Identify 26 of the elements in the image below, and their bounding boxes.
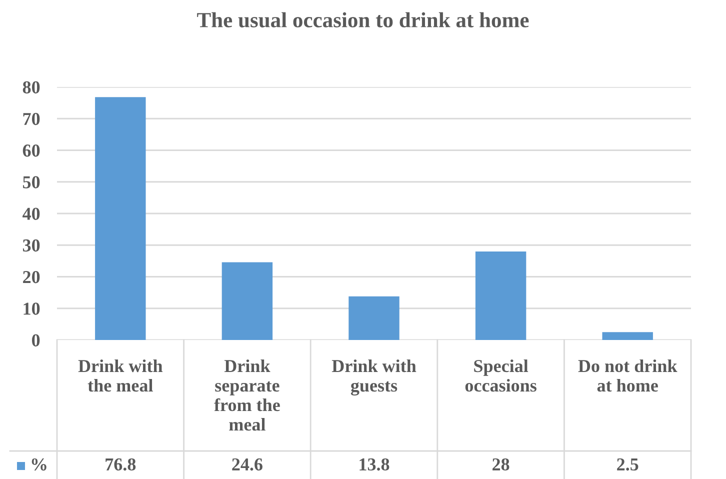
data-label: 2.5 — [617, 458, 638, 471]
y-tick-label: 30 — [22, 239, 40, 252]
x-tick-label: Drink separate from the meal — [214, 359, 280, 431]
data-label: 13.8 — [360, 458, 390, 471]
y-tick-label: 50 — [23, 176, 40, 188]
x-tick-label: Special occasions — [465, 359, 536, 392]
chart-title: The usual occasion to drink at home — [197, 12, 529, 28]
bar — [348, 296, 400, 340]
y-tick-label: 0 — [32, 334, 40, 346]
x-tick-label: Drink with the meal — [78, 359, 163, 392]
data-label: 76.8 — [106, 458, 136, 471]
data-label: 24.6 — [232, 458, 262, 471]
bar — [475, 251, 526, 340]
data-label: 28 — [492, 458, 510, 471]
bar — [95, 97, 146, 340]
y-tick-label: 70 — [23, 112, 40, 126]
bar — [222, 262, 273, 340]
y-tick-label: 10 — [24, 302, 40, 315]
bar — [602, 332, 653, 340]
x-tick-label: Drink with guests — [332, 359, 416, 396]
x-tick-label: Do not drink at home — [578, 359, 678, 392]
y-tick-label: 80 — [22, 81, 40, 94]
y-tick-label: 40 — [22, 208, 40, 220]
legend-label: % — [32, 458, 46, 471]
y-tick-label: 20 — [23, 271, 40, 284]
y-tick-label: 60 — [22, 144, 40, 157]
